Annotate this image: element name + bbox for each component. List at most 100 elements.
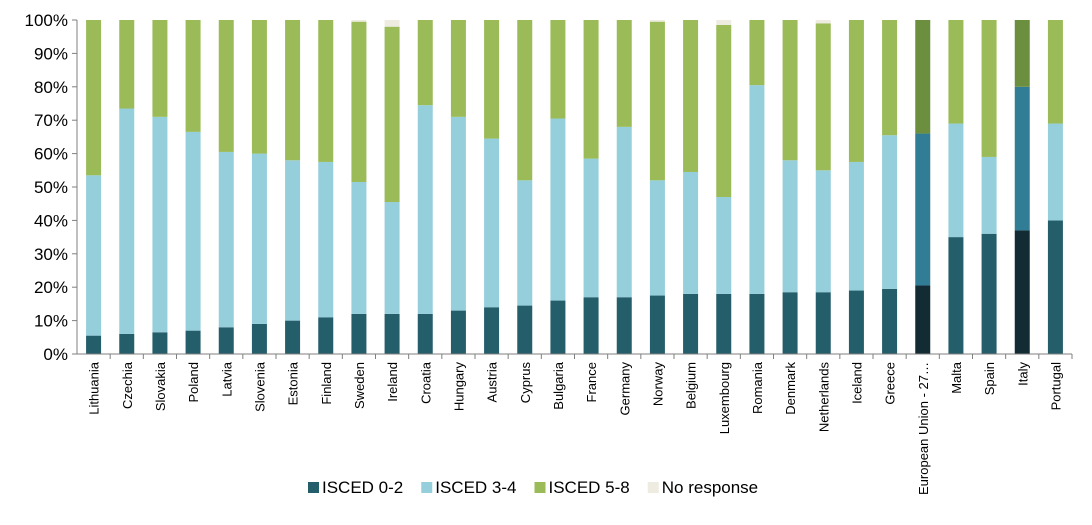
bar-segment bbox=[351, 313, 367, 354]
bar-segment bbox=[185, 20, 201, 132]
bar-segment bbox=[517, 20, 533, 181]
y-tick-label: 10% bbox=[34, 312, 68, 331]
x-tick-label: Slovakia bbox=[153, 361, 168, 411]
bar-segment bbox=[848, 290, 864, 354]
bar-segment bbox=[716, 20, 732, 26]
bar-segment bbox=[484, 138, 500, 308]
bars bbox=[86, 20, 1063, 354]
bar-segment bbox=[384, 313, 400, 354]
bar-segment bbox=[185, 131, 201, 331]
bar-segment bbox=[948, 20, 964, 124]
bar-segment bbox=[981, 156, 997, 234]
bar-segment bbox=[417, 20, 433, 106]
bar-segment bbox=[815, 20, 831, 24]
x-tick-label: Croatia bbox=[418, 361, 433, 404]
bar-segment bbox=[915, 20, 931, 134]
bar-segment bbox=[583, 158, 599, 298]
bar-segment bbox=[716, 197, 732, 294]
bar-segment bbox=[882, 135, 898, 289]
bar-segment bbox=[616, 20, 632, 127]
x-tick-label: Slovenia bbox=[252, 361, 267, 412]
bar-segment bbox=[185, 330, 201, 354]
bar-segment bbox=[251, 153, 267, 324]
bar-segment bbox=[450, 20, 466, 117]
bar-segment bbox=[749, 85, 765, 294]
bar-segment bbox=[318, 317, 334, 354]
bar-segment bbox=[616, 126, 632, 298]
legend-label: ISCED 3-4 bbox=[435, 478, 516, 497]
bar-segment bbox=[384, 26, 400, 203]
x-tick-label: Romania bbox=[750, 361, 765, 414]
x-tick-label: Denmark bbox=[783, 362, 798, 415]
bar-segment bbox=[683, 20, 699, 172]
bar-segment bbox=[384, 202, 400, 314]
legend: ISCED 0-2 ISCED 3-4 ISCED 5-8 No response bbox=[308, 478, 758, 497]
bar-segment bbox=[749, 293, 765, 354]
x-tick-label: Hungary bbox=[451, 362, 466, 412]
bar-segment bbox=[550, 20, 566, 119]
legend-swatch bbox=[421, 482, 433, 493]
bar-segment bbox=[815, 292, 831, 354]
x-tick-label: Portugal bbox=[1048, 362, 1063, 411]
bar-segment bbox=[285, 320, 301, 354]
bar-segment bbox=[119, 108, 135, 334]
legend-swatch bbox=[308, 482, 319, 493]
bar-segment bbox=[550, 118, 566, 301]
bar-segment bbox=[1047, 123, 1063, 221]
x-tick-label: Germany bbox=[617, 362, 632, 416]
x-tick-label: Greece bbox=[883, 362, 898, 405]
legend-swatch bbox=[534, 482, 546, 493]
bar-segment bbox=[484, 20, 500, 139]
bar-segment bbox=[948, 237, 964, 354]
bar-segment bbox=[318, 161, 334, 318]
bar-segment bbox=[351, 181, 367, 314]
bar-segment bbox=[1014, 20, 1030, 87]
bar-segment bbox=[119, 20, 135, 109]
legend-label: ISCED 5-8 bbox=[549, 478, 630, 497]
bar-segment bbox=[450, 310, 466, 354]
bar-segment bbox=[251, 323, 267, 354]
y-axis-ticks: 0% 10% 20% 30% 40% 50% 60% 70% 80% 90% 100% bbox=[25, 11, 68, 364]
bar-segment bbox=[1047, 20, 1063, 124]
bar-segment bbox=[384, 20, 400, 27]
bar-segment bbox=[716, 293, 732, 354]
x-tick-label: Norway bbox=[650, 362, 665, 407]
bar-segment bbox=[218, 151, 234, 328]
x-tick-label: Belgium bbox=[684, 362, 699, 409]
y-tick-label: 0% bbox=[43, 345, 68, 364]
x-tick-label: Luxembourg bbox=[717, 362, 732, 434]
bar-segment bbox=[616, 297, 632, 354]
bar-segment bbox=[86, 175, 102, 336]
x-tick-label: France bbox=[584, 362, 599, 402]
x-tick-label: Estonia bbox=[286, 361, 301, 405]
bar-segment bbox=[517, 180, 533, 306]
y-tick-label: 100% bbox=[25, 11, 68, 30]
bar-segment bbox=[782, 160, 798, 293]
bar-segment bbox=[251, 20, 267, 154]
bar-segment bbox=[649, 180, 665, 296]
x-tick-label: Poland bbox=[186, 362, 201, 402]
bar-segment bbox=[450, 116, 466, 311]
x-tick-label: Austria bbox=[485, 361, 500, 402]
y-tick-label: 40% bbox=[34, 211, 68, 230]
x-tick-label: Spain bbox=[982, 362, 997, 395]
bar-segment bbox=[152, 116, 168, 333]
bar-segment bbox=[981, 20, 997, 157]
bar-segment bbox=[86, 335, 102, 354]
bar-segment bbox=[749, 20, 765, 86]
bar-segment bbox=[583, 297, 599, 354]
bar-segment bbox=[882, 20, 898, 136]
x-tick-label: Malta bbox=[949, 361, 964, 394]
bar-segment bbox=[583, 20, 599, 159]
bar-segment bbox=[86, 20, 102, 176]
x-tick-label: Sweden bbox=[352, 362, 367, 409]
bar-segment bbox=[815, 23, 831, 171]
bar-segment bbox=[649, 20, 665, 22]
bar-segment bbox=[649, 295, 665, 354]
legend-label: ISCED 0-2 bbox=[322, 478, 403, 497]
bar-segment bbox=[782, 20, 798, 161]
bar-segment bbox=[1047, 220, 1063, 354]
bar-segment bbox=[119, 333, 135, 354]
y-tick-label: 90% bbox=[34, 44, 68, 63]
